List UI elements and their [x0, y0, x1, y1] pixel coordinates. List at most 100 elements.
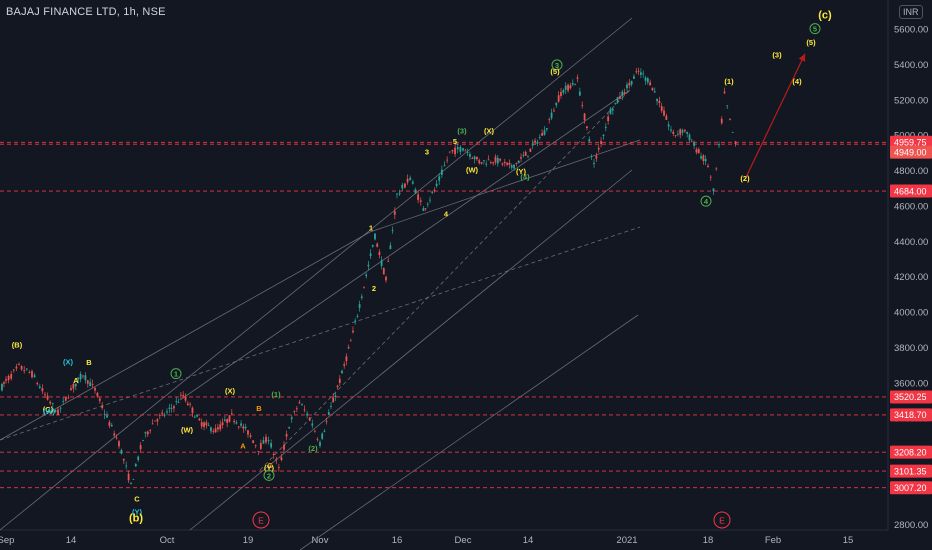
- candle-body: [642, 73, 645, 75]
- candle-body: [660, 106, 663, 111]
- candle-body: [731, 131, 734, 133]
- candle-body: [313, 431, 316, 433]
- candle-body: [240, 423, 242, 426]
- candle-body: [595, 155, 598, 159]
- candle-body: [308, 417, 311, 421]
- event-marker-label: E: [719, 516, 725, 526]
- candle-body: [600, 141, 602, 145]
- candle-body: [345, 356, 348, 361]
- candle-body: [64, 397, 67, 401]
- wave-label: (b): [129, 513, 143, 525]
- candle-body: [252, 440, 255, 444]
- candle-body: [28, 372, 31, 373]
- candle-body: [108, 422, 111, 426]
- candle-body: [110, 424, 113, 427]
- candle-body: [115, 437, 118, 439]
- wave-label: 3: [555, 61, 559, 70]
- candle-body: [607, 116, 610, 122]
- time-tick-label: Sep: [0, 535, 14, 546]
- candle-body: [228, 415, 231, 422]
- candle-body: [690, 141, 693, 143]
- price-level-badge: 3208.20: [890, 445, 932, 459]
- candle-body: [132, 479, 135, 480]
- trend-line: [369, 139, 641, 233]
- candle-body: [168, 407, 171, 409]
- candle-body: [170, 407, 173, 409]
- wave-label: (X): [484, 126, 495, 135]
- candle-body: [679, 129, 682, 135]
- candle-body: [597, 147, 600, 150]
- candle-body: [695, 149, 698, 153]
- candle-body: [485, 163, 488, 165]
- candle-body: [254, 445, 257, 447]
- candle-body: [593, 162, 595, 165]
- candle-body: [57, 409, 59, 415]
- candle-body: [196, 415, 198, 417]
- candle-body: [275, 458, 278, 461]
- candle-body: [149, 430, 152, 431]
- candle-body: [182, 394, 185, 396]
- candle-body: [545, 128, 548, 130]
- candle-body: [330, 405, 332, 407]
- candle-body: [349, 340, 352, 342]
- candle-body: [38, 386, 41, 388]
- wave-label: (W): [43, 407, 56, 416]
- candle-body: [510, 165, 513, 168]
- candle-body: [205, 422, 208, 426]
- time-tick-label: 18: [703, 535, 714, 546]
- price-tick-label: 4800.00: [894, 166, 928, 177]
- candle-body: [623, 92, 626, 94]
- candle-body: [67, 397, 70, 399]
- candle-body: [41, 388, 44, 392]
- candle-body: [210, 427, 212, 432]
- candle-body: [538, 137, 541, 138]
- candle-body: [723, 91, 726, 94]
- wave-label: (Y): [264, 463, 275, 472]
- candle-body: [283, 444, 285, 450]
- candle-body: [422, 208, 425, 212]
- time-tick-label: 14: [66, 535, 77, 546]
- wave-label: (3): [457, 126, 467, 135]
- candle-body: [398, 192, 401, 195]
- wave-label-circle: [170, 368, 182, 380]
- candle-body: [438, 176, 441, 181]
- candle-body: [614, 102, 617, 104]
- time-tick-label: 16: [392, 535, 403, 546]
- candle-body: [154, 420, 156, 422]
- candle-body: [411, 181, 414, 184]
- candle-body: [578, 91, 581, 96]
- candle-body: [419, 200, 422, 202]
- candle-body: [59, 407, 62, 409]
- candle-body: [1, 383, 3, 391]
- candle-body: [487, 159, 490, 161]
- wave-label: (c): [818, 9, 832, 21]
- candle-body: [198, 418, 201, 421]
- wave-label: (W): [466, 165, 479, 174]
- candle-body: [462, 148, 464, 151]
- candle-body: [103, 413, 106, 415]
- wave-label: 4: [704, 197, 709, 206]
- wave-label: (3): [772, 50, 782, 59]
- candle-body: [10, 374, 13, 379]
- candle-body: [25, 368, 28, 370]
- event-marker: [713, 511, 731, 529]
- svg-text:3208.20: 3208.20: [894, 447, 927, 457]
- candle-body: [163, 414, 166, 416]
- candle-body: [426, 203, 429, 205]
- wave-label: C: [267, 461, 273, 470]
- candle-body: [478, 160, 481, 164]
- candle-body: [298, 402, 301, 404]
- candle-body: [191, 407, 194, 414]
- candle-body: [534, 140, 536, 143]
- price-level-badge: 4949.00: [890, 145, 932, 159]
- candle-body: [513, 164, 515, 169]
- price-tick-label: 4400.00: [894, 237, 928, 248]
- candle-body: [319, 442, 321, 446]
- candle-body: [401, 184, 404, 189]
- wave-label: (W): [181, 425, 194, 434]
- currency-badge[interactable]: INR: [899, 5, 923, 19]
- candle-body: [354, 320, 357, 323]
- wave-label: (B): [12, 340, 23, 349]
- candle-body: [448, 151, 451, 153]
